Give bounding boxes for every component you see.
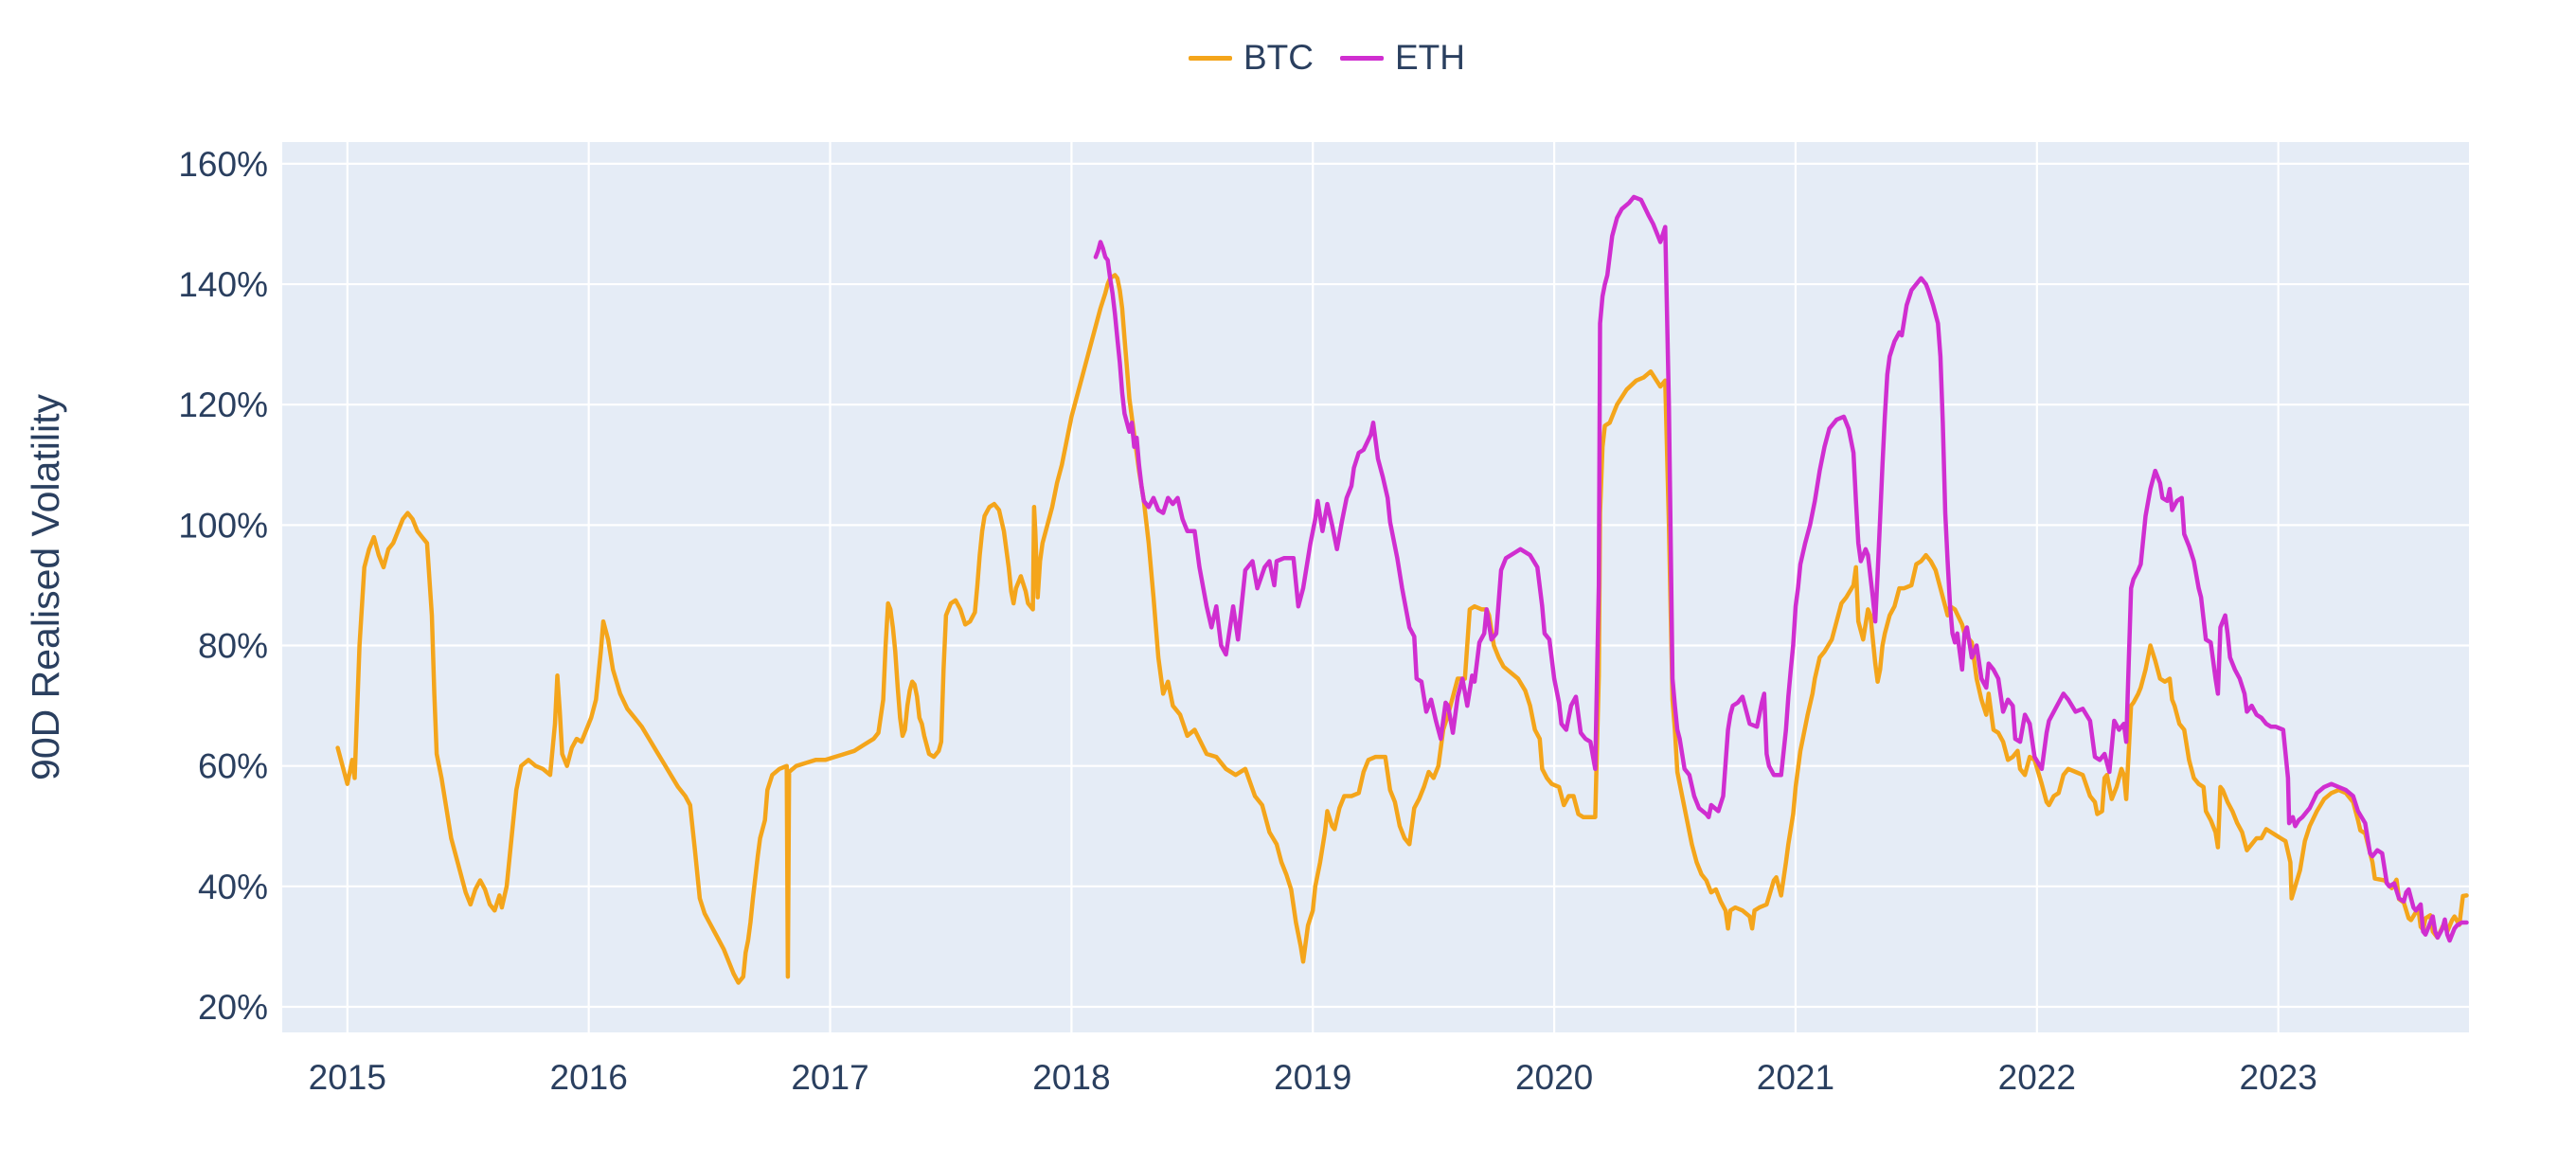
- x-tick-label: 2020: [1515, 1058, 1593, 1097]
- x-tick-label: 2021: [1757, 1058, 1834, 1097]
- y-tick-label: 100%: [178, 506, 268, 545]
- gridlines: [282, 142, 2469, 1032]
- eth-series-line: [1093, 194, 2469, 943]
- x-tick-label: 2022: [1998, 1058, 2076, 1097]
- legend: BTC ETH: [1189, 38, 1465, 78]
- btc-series-line: [335, 273, 2469, 985]
- y-tick-label: 80%: [198, 627, 268, 666]
- series-lines: [335, 194, 2469, 985]
- legend-item-eth[interactable]: ETH: [1340, 38, 1465, 78]
- x-tick-label: 2015: [309, 1058, 386, 1097]
- x-tick-label: 2016: [550, 1058, 628, 1097]
- x-tick-label: 2017: [791, 1058, 868, 1097]
- legend-item-btc[interactable]: BTC: [1189, 38, 1314, 78]
- x-tick-label: 2019: [1274, 1058, 1351, 1097]
- x-tick-label: 2018: [1032, 1058, 1110, 1097]
- plot-area[interactable]: [282, 142, 2469, 1032]
- eth-line-swatch-icon: [1340, 55, 1384, 61]
- y-tick-label: 40%: [198, 868, 268, 906]
- y-axis-title: 90D Realised Volatility: [24, 394, 67, 780]
- btc-line-swatch-icon: [1189, 55, 1232, 61]
- y-axis-tick-labels: 20% 40% 60% 80% 100% 120% 140% 160%: [178, 145, 268, 1027]
- x-tick-label: 2023: [2240, 1058, 2317, 1097]
- y-tick-label: 60%: [198, 747, 268, 786]
- legend-label-btc: BTC: [1243, 38, 1314, 77]
- y-tick-label: 120%: [178, 385, 268, 424]
- y-tick-label: 160%: [178, 145, 268, 184]
- legend-label-eth: ETH: [1395, 38, 1465, 77]
- x-axis-tick-labels: 2015 2016 2017 2018 2019 2020 2021 2022 2023: [309, 1058, 2317, 1097]
- y-tick-label: 140%: [178, 265, 268, 304]
- y-tick-label: 20%: [198, 988, 268, 1027]
